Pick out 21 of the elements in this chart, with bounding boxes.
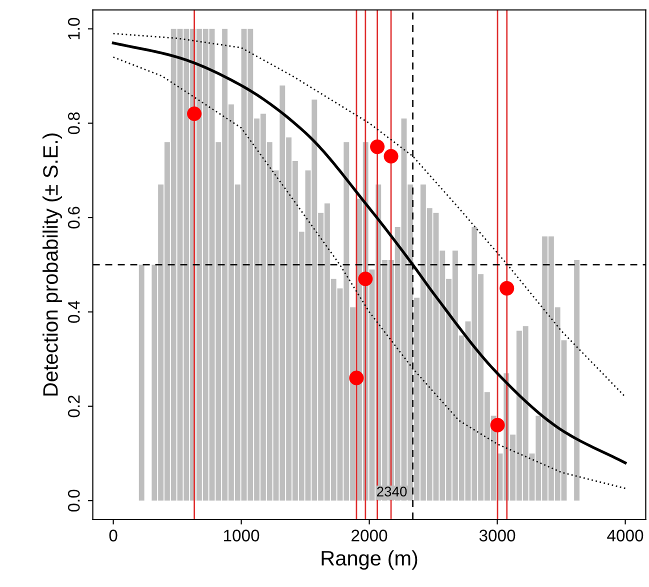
point — [370, 140, 385, 154]
y-tick-label: 0.0 — [68, 490, 80, 512]
x-tick-label: 0 — [109, 530, 118, 542]
y-tick-label: 0.4 — [68, 300, 80, 323]
ref-line-label: 2340 — [377, 486, 407, 496]
point — [349, 370, 364, 386]
y-axis-title: Detection probability (± S.E.) — [42, 134, 62, 396]
point — [500, 281, 514, 296]
point — [490, 418, 505, 432]
x-axis-title: Range (m) — [322, 550, 418, 570]
point — [384, 148, 398, 164]
y-tick-label: 1.0 — [68, 18, 80, 40]
y-tick-label: 0.6 — [68, 206, 80, 228]
x-tick-label: 2000 — [352, 530, 388, 542]
y-tick-label: 0.2 — [68, 396, 80, 418]
point — [187, 106, 202, 122]
point — [358, 272, 373, 286]
y-tick-label: 0.8 — [68, 112, 80, 134]
x-tick-label: 1000 — [224, 530, 260, 542]
x-tick-label: 3000 — [479, 530, 516, 542]
x-tick-label: 4000 — [607, 530, 644, 542]
